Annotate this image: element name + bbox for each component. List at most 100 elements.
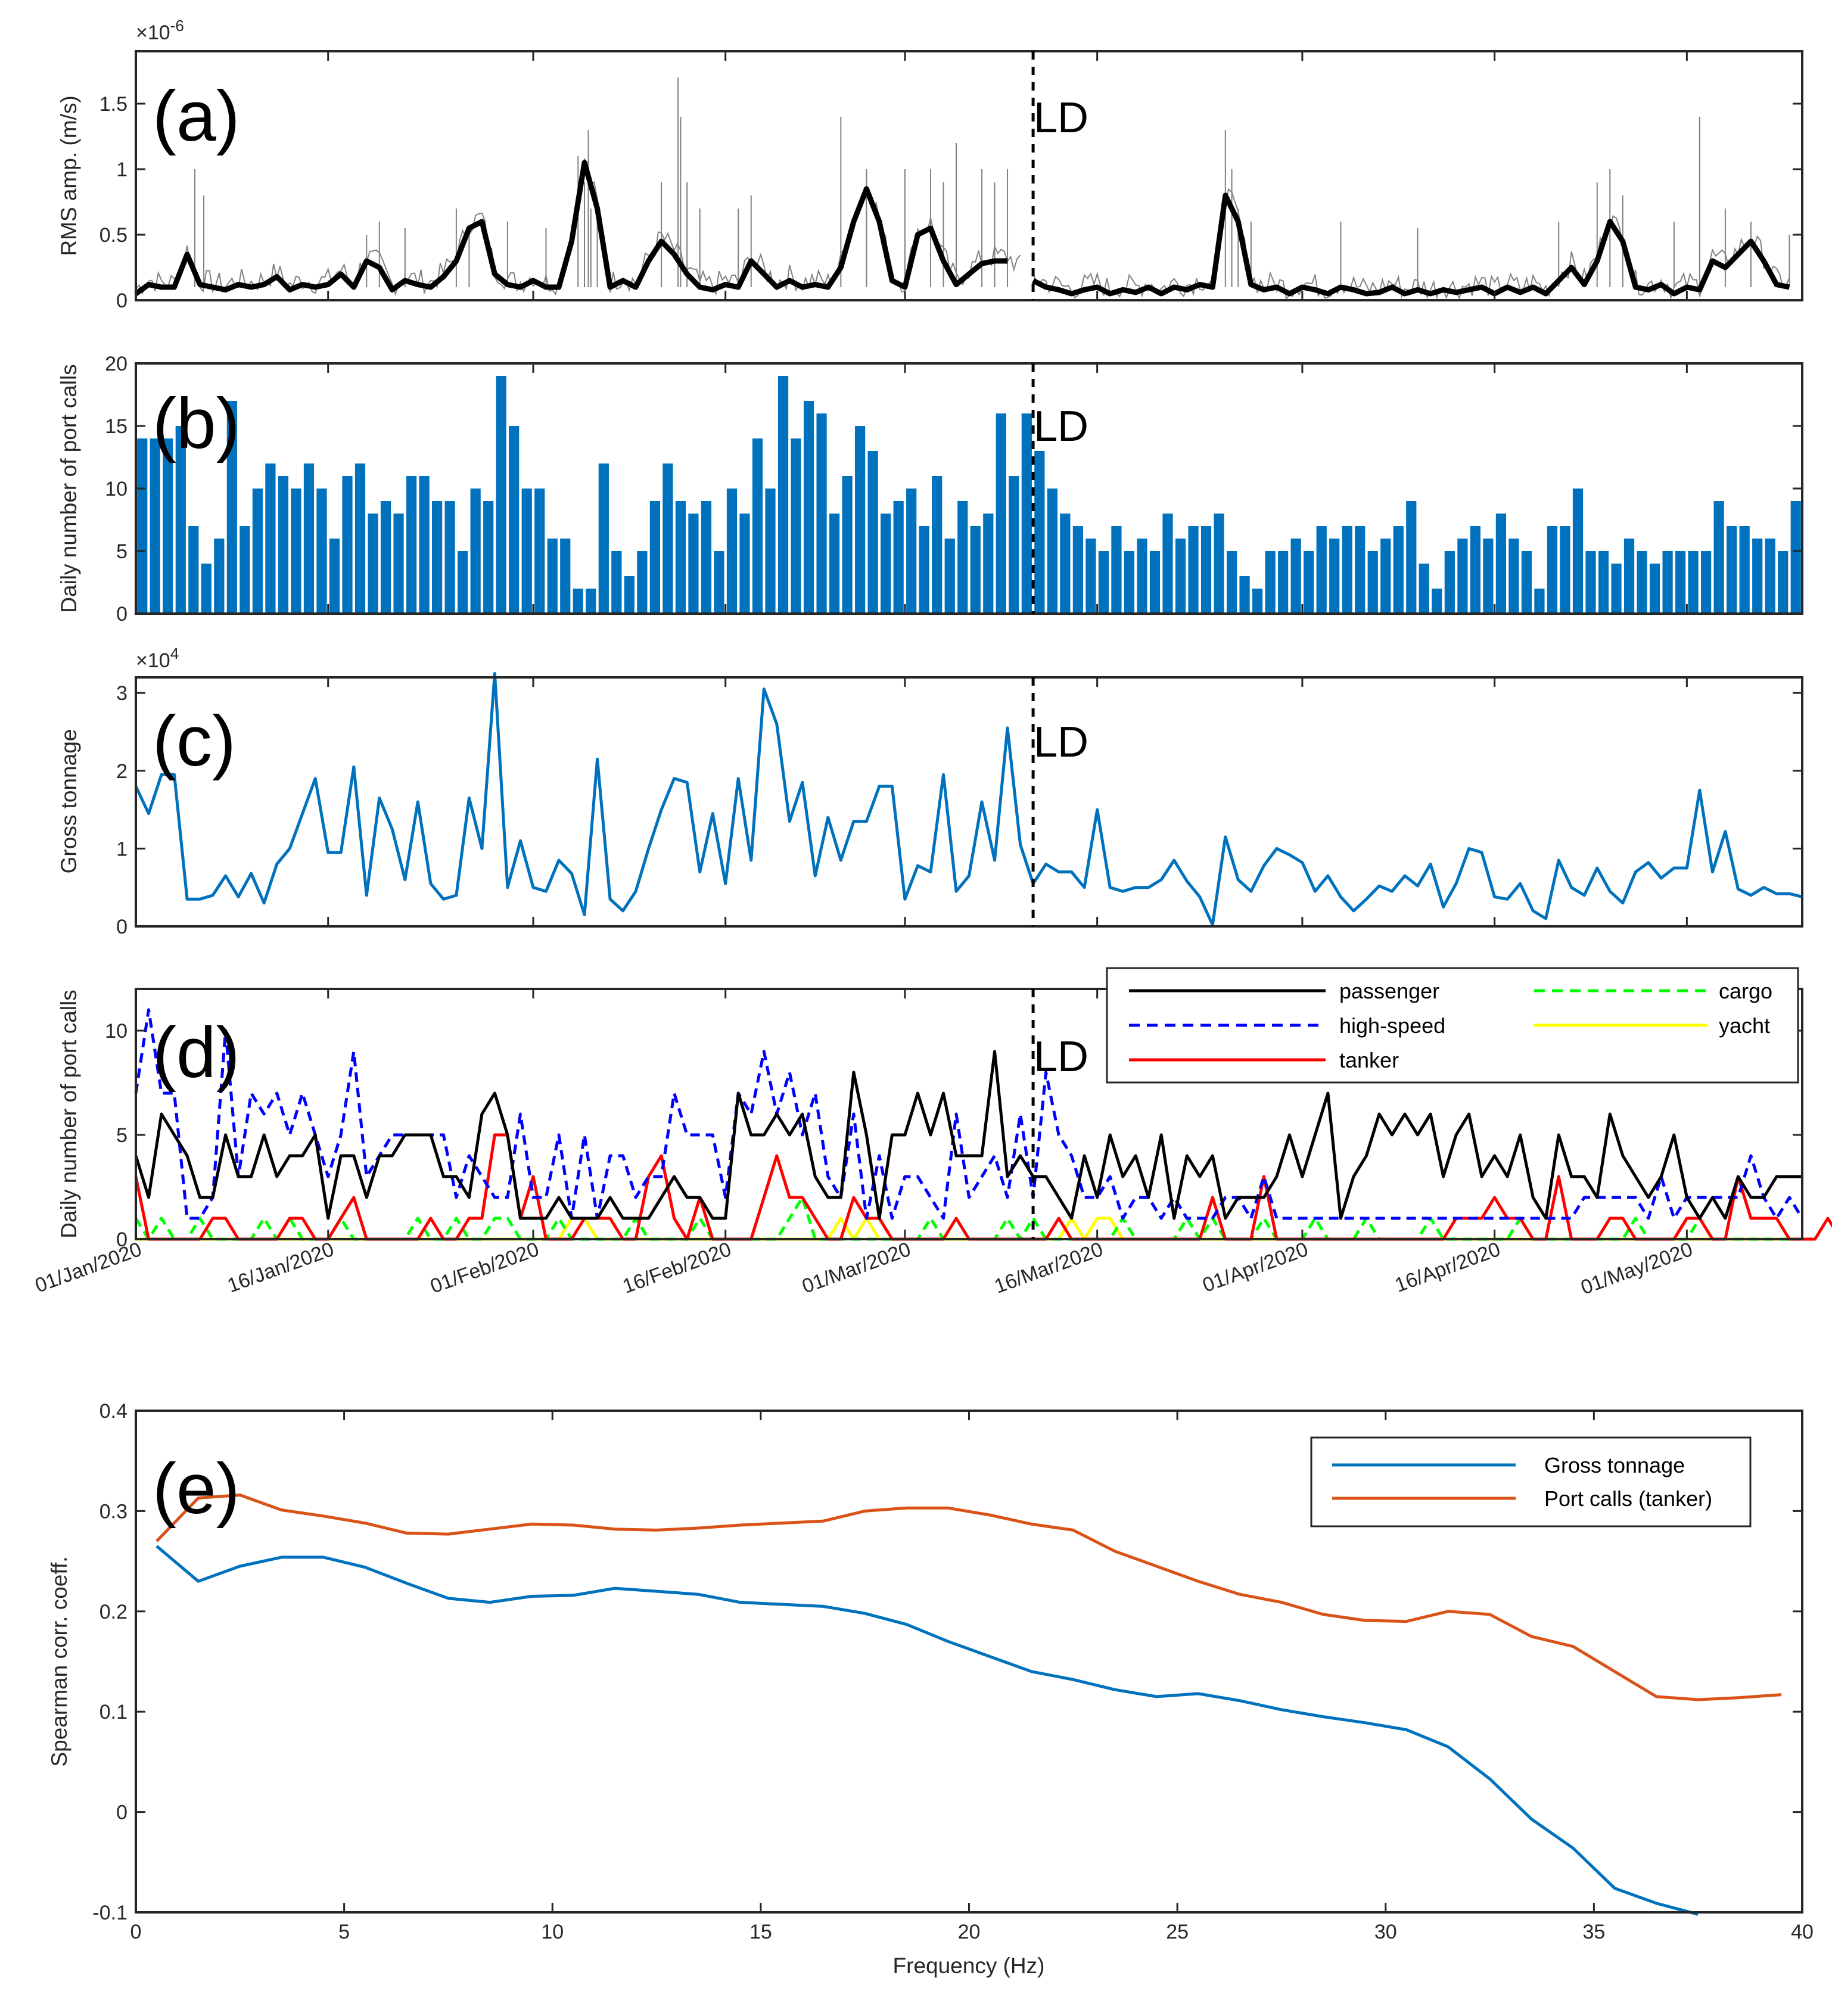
panel-d-xtick-label: 01/May/2020: [1578, 1238, 1696, 1299]
panel-b-bar: [1534, 589, 1545, 614]
panel-b-bar: [1329, 539, 1340, 614]
panel-d-port-calls-by-type: 0 5 10 01/Jan/2020 16/Jan/2020 01/Feb/2020 16/…: [32, 967, 1832, 1299]
panel-e-ytick-label: 0.1: [99, 1701, 127, 1723]
panel-b-ylabel: Daily number of port calls: [57, 364, 81, 612]
panel-b-bar: [1380, 539, 1391, 614]
panel-b-bar: [278, 476, 289, 614]
panel-b-bar: [1342, 526, 1352, 614]
panel-d-lockdown-label: LD: [1034, 1033, 1088, 1081]
panel-b-bar: [1790, 501, 1801, 614]
panel-b-bar: [470, 489, 481, 614]
panel-b-bar: [560, 539, 571, 614]
panel-b-bar: [777, 376, 789, 614]
panel-b-port-calls-bar: 0 5 10 15 20 LD (b) Daily number of port cal…: [57, 353, 1803, 626]
panel-d-xtick-label: 16/Apr/2020: [1392, 1238, 1503, 1297]
panel-c-line: [134, 672, 1803, 926]
legend-label-gross-tonnage: Gross tonnage: [1544, 1453, 1685, 1477]
panel-e-ylabel: Spearman corr. coeff.: [47, 1556, 71, 1766]
panel-b-bar: [842, 476, 853, 614]
panel-b-bar: [496, 376, 506, 614]
legend-label-cargo: cargo: [1719, 979, 1772, 1003]
panel-b-bar: [534, 489, 545, 614]
panel-d-xtick-label: 16/Feb/2020: [620, 1238, 734, 1298]
panel-b-bar: [598, 463, 609, 614]
panel-b-bar: [509, 426, 520, 614]
panel-d-xtick-label: 01/Jan/2020: [32, 1238, 145, 1298]
panel-b-bar: [1637, 551, 1647, 614]
legend-label-high-speed: high-speed: [1339, 1013, 1445, 1038]
panel-b-bar: [1393, 526, 1404, 614]
panel-b-ytick-label: 5: [116, 540, 127, 563]
panel-b-bar: [688, 514, 699, 614]
panel-c-ytick-label: 0: [116, 916, 127, 938]
panel-e-xtick-label: 30: [1374, 1921, 1397, 1943]
panel-b-axes: [135, 362, 1803, 615]
legend-label-passenger: passenger: [1339, 979, 1439, 1003]
panel-b-bar: [1226, 551, 1237, 614]
panel-b-bar: [1278, 551, 1289, 614]
panel-b-bar: [1367, 551, 1378, 614]
panel-e-xtick-label: 10: [541, 1921, 564, 1943]
panel-b-bar: [1290, 539, 1301, 614]
panel-b-bar: [970, 526, 981, 614]
panel-b-bar: [1149, 551, 1161, 614]
panel-c-series: [134, 672, 1803, 926]
panel-b-bar: [1188, 526, 1199, 614]
panel-b-bar: [983, 514, 994, 614]
panel-e-xtick-label: 40: [1791, 1921, 1814, 1943]
panel-a-ytick-label: 0: [116, 290, 127, 312]
panel-a-ytick-label: 1.5: [99, 93, 127, 116]
panel-b-bar: [150, 438, 160, 614]
panel-b-ytick-label: 15: [105, 415, 127, 438]
panel-c-axes: [135, 676, 1803, 928]
panel-e-xtick-label: 20: [958, 1921, 981, 1943]
panel-b-bar: [944, 539, 955, 614]
panel-b-bar: [1585, 551, 1596, 614]
panel-b-bar: [291, 489, 301, 614]
panel-b-bar: [1611, 564, 1622, 614]
panel-b-bar: [803, 401, 814, 614]
panel-b-bar: [855, 426, 866, 614]
legend-label-yacht: yacht: [1719, 1013, 1770, 1038]
panel-b-bar: [624, 576, 634, 614]
panel-b-bar: [1162, 514, 1173, 614]
panel-a-lockdown-label: LD: [1034, 94, 1088, 142]
panel-a-ytick-label: 0.5: [99, 224, 127, 247]
panel-e-line-gross-tonnage: [155, 1545, 1699, 1916]
panel-b-bar: [906, 489, 917, 614]
panel-b-bar: [1355, 526, 1366, 614]
panel-c-ytick-label: 1: [116, 838, 127, 860]
panel-b-bar: [1316, 526, 1327, 614]
panel-e-xtick-label: 0: [130, 1921, 142, 1943]
panel-c-ytick-label: 2: [116, 760, 127, 783]
panel-b-bar: [1304, 551, 1314, 614]
panel-e-legend: Gross tonnage Port calls (tanker): [1310, 1436, 1752, 1527]
panel-c-lockdown-label: LD: [1034, 718, 1088, 766]
panel-b-bar: [1137, 539, 1147, 614]
panel-b-bar: [1623, 539, 1635, 614]
panel-b-bar: [1765, 539, 1775, 614]
panel-b-bar: [1432, 589, 1442, 614]
panel-b-bars: [137, 376, 1801, 614]
panel-b-bar: [1085, 539, 1096, 614]
panel-b-bar: [406, 476, 417, 614]
panel-b-bar: [919, 526, 929, 614]
panel-b-bar: [226, 401, 237, 614]
panel-b-bar: [1547, 526, 1558, 614]
panel-b-bar: [1649, 564, 1660, 614]
panel-b-bar: [1521, 551, 1532, 614]
panel-e-series: [155, 1494, 1782, 1916]
panel-b-bar: [675, 501, 686, 614]
panel-b-bar: [342, 476, 353, 614]
panel-b-bar: [1727, 526, 1737, 614]
panel-d-xtick-label: 01/Feb/2020: [427, 1238, 542, 1298]
panel-b-bar: [1200, 526, 1212, 614]
panel-b-bar: [1072, 526, 1083, 614]
panel-b-bar: [1483, 539, 1494, 614]
panel-b-bar: [893, 501, 904, 614]
panel-e-ytick-label: 0.4: [99, 1400, 127, 1423]
panel-b-bar: [444, 501, 455, 614]
panel-b-bar: [726, 489, 738, 614]
panel-d-line-passenger: [134, 1050, 1802, 1220]
